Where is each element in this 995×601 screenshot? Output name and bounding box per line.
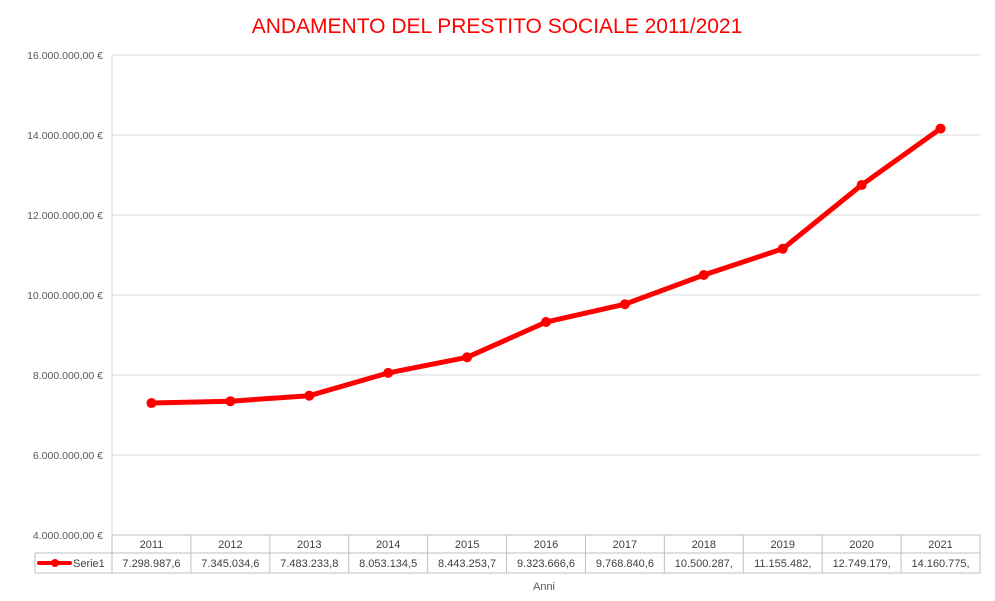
y-tick-label: 10.000.000,00 € — [27, 290, 103, 302]
chart-title: ANDAMENTO DEL PRESTITO SOCIALE 2011/2021 — [252, 15, 743, 38]
x-tick-label: 2016 — [534, 539, 558, 551]
x-axis-label: Anni — [533, 581, 555, 593]
table-cell-value: 12.749.179, — [833, 558, 891, 570]
legend-label: Serie1 — [73, 558, 105, 570]
y-tick-label: 12.000.000,00 € — [27, 210, 103, 222]
table-cell-value: 7.298.987,6 — [122, 558, 180, 570]
table-cell-value: 10.500.287, — [675, 558, 733, 570]
data-point — [619, 299, 630, 310]
x-tick-label: 2014 — [376, 539, 400, 551]
data-point — [146, 398, 157, 409]
data-point — [856, 180, 867, 191]
x-tick-label: 2020 — [849, 539, 873, 551]
x-tick-label: 2011 — [140, 539, 164, 551]
table-cell-value: 8.443.253,7 — [438, 558, 496, 570]
table-cell-value: 8.053.134,5 — [359, 558, 417, 570]
table-cell-value: 9.323.666,6 — [517, 558, 575, 570]
x-tick-label: 2018 — [692, 539, 716, 551]
data-point — [935, 123, 946, 134]
y-tick-label: 16.000.000,00 € — [27, 50, 103, 62]
x-tick-label: 2021 — [928, 539, 952, 551]
data-point — [698, 269, 709, 280]
data-point — [383, 367, 394, 378]
table-cell-value: 11.155.482, — [754, 558, 811, 570]
y-tick-label: 8.000.000,00 € — [33, 370, 103, 382]
table-cell-value: 7.483.233,8 — [280, 558, 338, 570]
x-tick-label: 2017 — [613, 539, 637, 551]
y-tick-label: 6.000.000,00 € — [33, 450, 103, 462]
gridlines — [111, 54, 980, 536]
data-table: 2011 7.298.987,6 2012 7.345.034,6 2013 7.483.… — [34, 534, 981, 574]
table-cell-value: 14.160.775, — [911, 558, 969, 570]
x-tick-label: 2019 — [770, 539, 794, 551]
table-cell-value: 7.345.034,6 — [201, 558, 259, 570]
y-axis: 4.000.000,00 € 6.000.000,00 € 8.000.000,00… — [27, 50, 103, 542]
y-tick-label: 4.000.000,00 € — [33, 530, 103, 542]
x-tick-label: 2012 — [218, 539, 242, 551]
x-tick-label: 2015 — [455, 539, 479, 551]
data-point — [777, 243, 788, 254]
table-cell-value: 9.768.840,6 — [596, 558, 654, 570]
data-point — [225, 396, 236, 407]
series-line-path — [149, 126, 943, 406]
data-point — [541, 317, 551, 328]
series-line — [146, 123, 946, 409]
data-point — [304, 390, 315, 401]
x-tick-label: 2013 — [297, 539, 321, 551]
data-point — [462, 352, 473, 363]
y-tick-label: 14.000.000,00 € — [27, 130, 103, 142]
legend-marker-key — [51, 559, 59, 567]
